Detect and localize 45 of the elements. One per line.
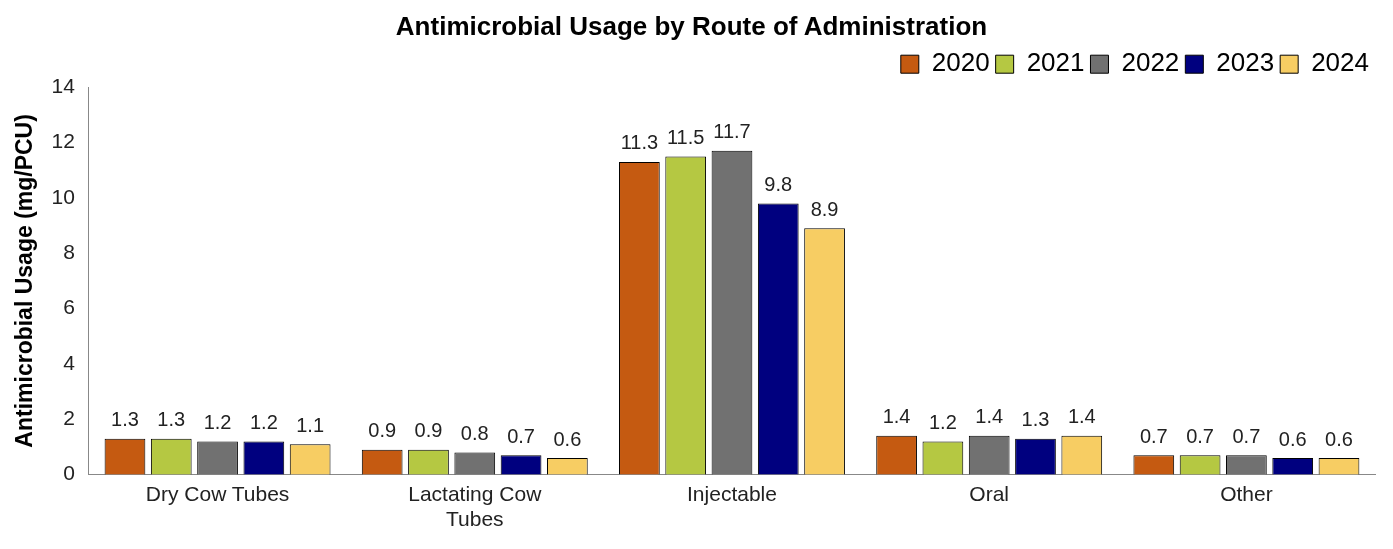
chart-title: Antimicrobial Usage by Route of Administration xyxy=(395,10,988,41)
data-label: 11.3 xyxy=(620,131,659,154)
data-label: 0.7 xyxy=(507,424,535,447)
data-label: 0.9 xyxy=(414,419,443,442)
x-tick-label: Oral xyxy=(969,482,1010,505)
x-tick-label: Injectable xyxy=(687,482,777,505)
data-label: 11.5 xyxy=(666,125,705,148)
data-label: 0.7 xyxy=(1139,424,1168,447)
data-label: 0.7 xyxy=(1232,424,1261,447)
x-tick-label: Lactating Cow Tubes xyxy=(408,482,543,531)
y-tick-label: 4 xyxy=(63,350,76,374)
y-tick-label: 8 xyxy=(63,240,75,264)
data-label: 0.7 xyxy=(1186,424,1214,447)
data-label: 0.6 xyxy=(1278,427,1307,450)
data-label: 1.1 xyxy=(296,413,325,436)
legend-label: 2021 xyxy=(1026,47,1085,78)
x-tick-label: Other xyxy=(1220,482,1273,505)
data-label: 8.9 xyxy=(810,197,839,220)
data-label: 1.3 xyxy=(157,408,186,431)
legend-label: 2020 xyxy=(931,47,990,78)
data-label: 1.4 xyxy=(882,405,911,428)
legend-label: 2022 xyxy=(1121,47,1180,78)
legend-label: 2023 xyxy=(1216,47,1275,78)
data-label: 0.6 xyxy=(553,427,582,450)
data-label: 1.3 xyxy=(1021,408,1050,431)
data-label: 1.3 xyxy=(111,408,139,431)
legend-label: 2024 xyxy=(1311,47,1369,78)
data-label: 1.2 xyxy=(928,410,957,433)
y-tick-label: 0 xyxy=(63,461,75,485)
x-tick-label: Dry Cow Tubes xyxy=(145,482,290,505)
y-tick-label: 14 xyxy=(51,74,76,97)
y-tick-label: 6 xyxy=(63,295,75,319)
data-label: 11.7 xyxy=(713,120,751,143)
data-label: 0.6 xyxy=(1325,427,1353,450)
data-label: 0.9 xyxy=(368,419,397,442)
data-label: 1.4 xyxy=(975,405,1004,428)
data-label: 0.8 xyxy=(460,421,489,444)
y-tick-label: 10 xyxy=(51,184,75,208)
y-tick-label: 12 xyxy=(51,129,75,153)
data-label: 9.8 xyxy=(764,172,793,195)
data-label: 1.2 xyxy=(203,410,232,433)
y-axis-title: Antimicrobial Usage (mg/PCU) xyxy=(11,114,38,448)
y-tick-label: 2 xyxy=(63,406,75,430)
data-label: 1.4 xyxy=(1067,405,1096,428)
data-label: 1.2 xyxy=(249,410,278,433)
